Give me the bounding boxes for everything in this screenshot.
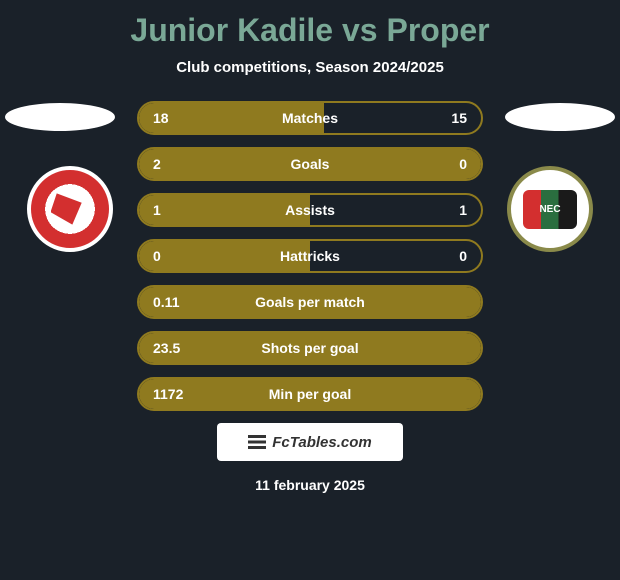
stat-label: Hattricks xyxy=(139,248,481,264)
stat-label: Matches xyxy=(139,110,481,126)
footer-date: 11 february 2025 xyxy=(0,477,620,493)
player-indicator-left xyxy=(5,103,115,131)
club-badge-left xyxy=(27,166,113,252)
stat-label: Assists xyxy=(139,202,481,218)
comparison-subtitle: Club competitions, Season 2024/2025 xyxy=(0,59,620,76)
brand-text: FcTables.com xyxy=(272,434,371,451)
stat-value-right: 0 xyxy=(459,248,467,264)
stat-row: 1Assists1 xyxy=(137,193,483,227)
club-badge-right: NEC xyxy=(507,166,593,252)
stats-container: 18Matches152Goals01Assists10Hattricks00.… xyxy=(137,101,483,411)
club-badge-right-label: NEC xyxy=(523,190,578,229)
brand-logo: FcTables.com xyxy=(217,423,403,461)
stat-value-right: 1 xyxy=(459,202,467,218)
comparison-content: NEC 18Matches152Goals01Assists10Hattrick… xyxy=(0,101,620,411)
stat-label: Shots per goal xyxy=(139,340,481,356)
comparison-title: Junior Kadile vs Proper xyxy=(0,0,620,49)
stat-row: 0Hattricks0 xyxy=(137,239,483,273)
stat-value-right: 15 xyxy=(451,110,467,126)
stat-row: 2Goals0 xyxy=(137,147,483,181)
stat-row: 1172Min per goal xyxy=(137,377,483,411)
stat-label: Min per goal xyxy=(139,386,481,402)
stat-value-right: 0 xyxy=(459,156,467,172)
player-indicator-right xyxy=(505,103,615,131)
stat-row: 23.5Shots per goal xyxy=(137,331,483,365)
stat-row: 0.11Goals per match xyxy=(137,285,483,319)
stat-label: Goals xyxy=(139,156,481,172)
stat-row: 18Matches15 xyxy=(137,101,483,135)
stat-label: Goals per match xyxy=(139,294,481,310)
